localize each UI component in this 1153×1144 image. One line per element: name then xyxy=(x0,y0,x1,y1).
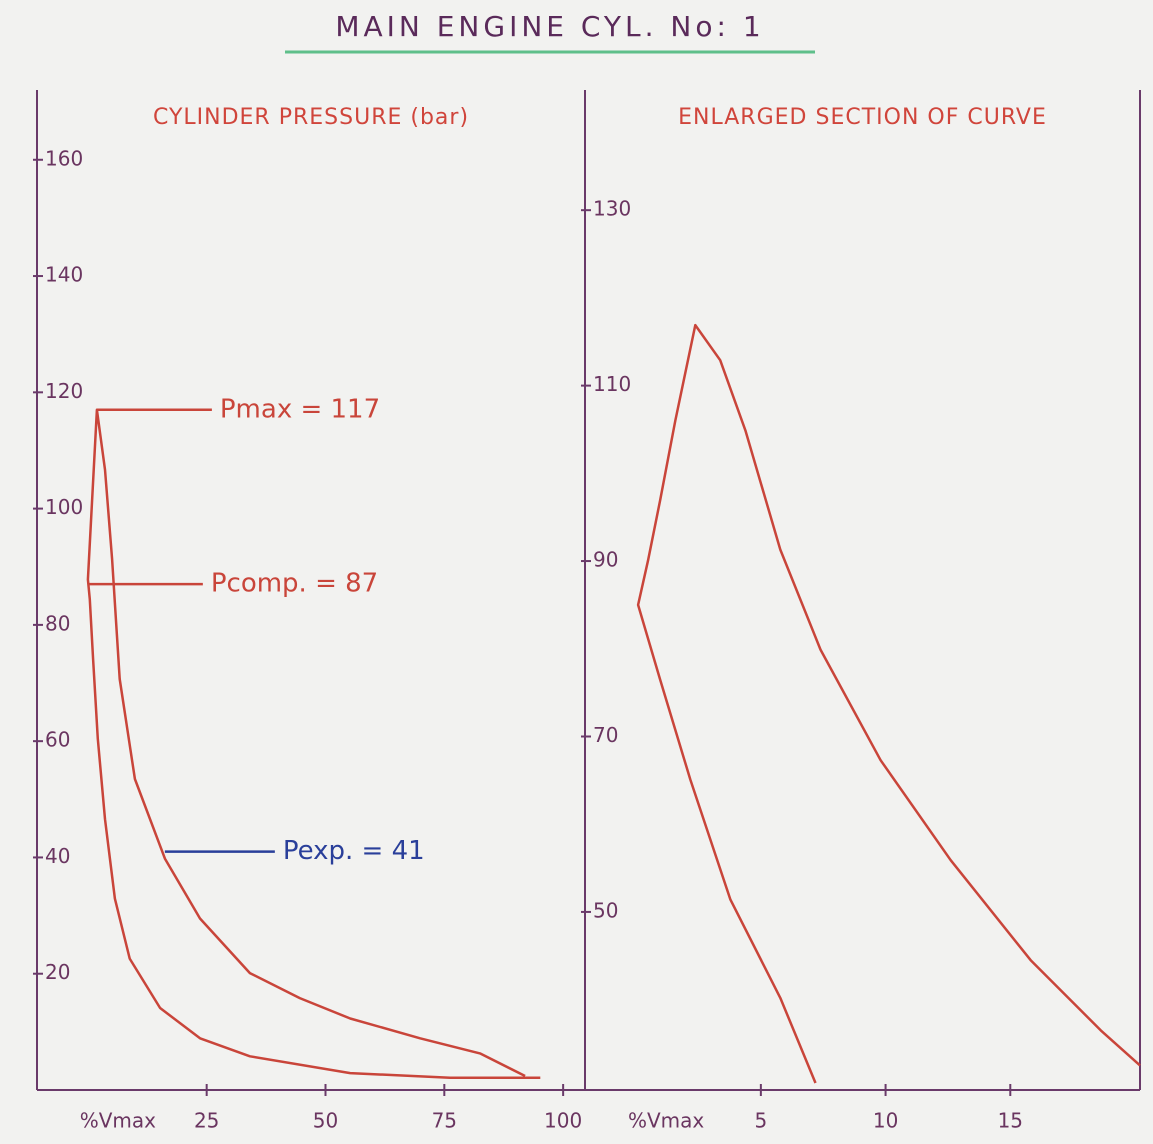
y-tick-label: 140 xyxy=(45,263,83,287)
pressure-curve xyxy=(86,408,541,1080)
x-tick-label: 10 xyxy=(873,1109,898,1133)
x-axis-label: %Vmax xyxy=(80,1109,156,1133)
x-axis-label: %Vmax xyxy=(628,1109,704,1133)
y-tick-label: 110 xyxy=(593,372,631,396)
y-tick-label: 80 xyxy=(45,611,70,635)
x-tick-label: 75 xyxy=(432,1109,457,1133)
y-tick-label: 120 xyxy=(45,379,83,403)
x-tick-label: 15 xyxy=(998,1109,1023,1133)
y-tick-label: 130 xyxy=(593,197,631,221)
y-tick-label: 100 xyxy=(45,495,83,519)
page-title: MAIN ENGINE CYL. No: 1 xyxy=(335,10,764,43)
x-tick-label: 5 xyxy=(754,1109,767,1133)
y-tick-label: 50 xyxy=(593,898,618,922)
annotation-label: Pmax = 117 xyxy=(220,394,380,424)
y-tick-label: 70 xyxy=(593,723,618,747)
pressure-curve xyxy=(636,323,1141,1084)
x-tick-label: 25 xyxy=(194,1109,219,1133)
panel-title: ENLARGED SECTION OF CURVE xyxy=(678,105,1047,130)
y-tick-label: 90 xyxy=(593,548,618,572)
y-tick-label: 60 xyxy=(45,728,70,752)
annotation-label: Pcomp. = 87 xyxy=(211,569,378,599)
panel-title: CYLINDER PRESSURE (bar) xyxy=(153,105,469,130)
y-tick-label: 20 xyxy=(45,960,70,984)
annotation-label: Pexp. = 41 xyxy=(283,836,425,866)
y-tick-label: 160 xyxy=(45,146,83,170)
x-tick-label: 50 xyxy=(313,1109,338,1133)
x-tick-label: 100 xyxy=(544,1109,582,1133)
y-tick-label: 40 xyxy=(45,844,70,868)
